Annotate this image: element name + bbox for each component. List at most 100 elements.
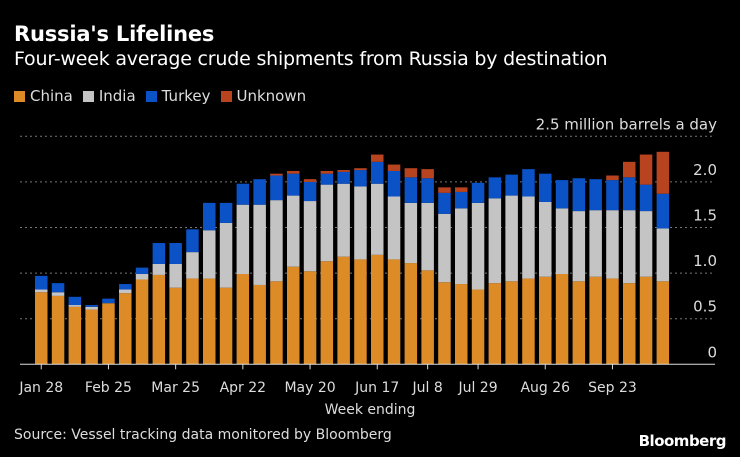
bar-segment-unknown (623, 161, 636, 178)
bar-segment-china (572, 281, 586, 365)
bar-segment-india (253, 204, 266, 285)
bar-segment-india (169, 263, 182, 288)
bar-segment-china (371, 254, 384, 365)
bar-segment-china (421, 270, 434, 365)
bar-segment-china (186, 278, 199, 365)
bar-segment-china (135, 279, 149, 365)
x-tick-label: Jun 17 (354, 380, 399, 396)
bar-segment-india (152, 263, 166, 275)
legend-label: Turkey (161, 87, 211, 105)
bar-segment-china (219, 287, 233, 365)
bar-segment-turkey (387, 170, 401, 197)
legend-swatch (220, 90, 232, 102)
x-tick-label: Jan 28 (18, 380, 63, 396)
bar-segment-turkey (169, 243, 182, 264)
bar-segment-india (522, 196, 535, 279)
bar-segment-turkey (371, 161, 384, 184)
bar-segment-china (488, 283, 502, 365)
bar-segment-china (656, 281, 670, 365)
legend-swatch (145, 90, 157, 102)
bar-segment-india (387, 196, 401, 260)
bar-segment-india (471, 202, 485, 290)
bar-segment-turkey (287, 173, 300, 196)
x-tick-label: Sep 23 (588, 380, 637, 396)
bar-segment-india (455, 208, 468, 285)
x-tick-label: Feb 25 (85, 380, 132, 396)
bar-segment-turkey (85, 305, 98, 307)
x-tick-label: Jul 29 (457, 380, 497, 396)
bar-segment-india (539, 201, 552, 277)
bar-segment-turkey (354, 170, 367, 187)
bar-segment-china (102, 303, 115, 365)
bar-segment-unknown (354, 168, 367, 171)
bar-segment-unknown (287, 170, 300, 174)
y-tick-label: 2.0 (693, 161, 717, 179)
bar-segment-turkey (68, 296, 82, 306)
bar-segment-china (589, 276, 602, 365)
bar-segment-china (35, 292, 48, 365)
bar-segment-turkey (119, 284, 132, 290)
unit-label: 2.5 million barrels a day (536, 115, 717, 133)
bar-segment-turkey (656, 193, 670, 229)
bar-segment-turkey (320, 173, 334, 185)
bar-segment-china (169, 287, 182, 365)
bar-segment-unknown (303, 179, 317, 182)
bar-segment-turkey (35, 275, 48, 290)
bar-segment-unknown (438, 187, 451, 193)
bar-segment-india (270, 200, 283, 282)
bar-segment-china (119, 293, 132, 365)
bar-segment-india (421, 202, 434, 271)
bar-segment-turkey (51, 283, 65, 293)
bar-segment-turkey (438, 192, 451, 214)
x-tick-label: Jul 8 (412, 380, 443, 396)
bar-segment-turkey (539, 173, 552, 202)
bar-segment-china (337, 256, 350, 365)
bar-segment-india (35, 289, 48, 293)
bar-segment-india (404, 202, 418, 264)
legend-label: China (30, 87, 73, 105)
bar-segment-unknown (320, 170, 334, 174)
bar-segment-china (303, 271, 317, 365)
legend-label: Unknown (236, 87, 307, 105)
bar-segment-china (253, 284, 266, 365)
bar-segment-china (236, 274, 250, 365)
bar-segment-turkey (623, 177, 636, 211)
bar-segment-china (623, 283, 636, 365)
chart-subtitle: Four-week average crude shipments from R… (14, 48, 608, 70)
y-tick-label: 1.5 (693, 207, 717, 225)
bar-segment-turkey (186, 229, 199, 253)
source-note: Source: Vessel tracking data monitored b… (14, 427, 392, 443)
bar-segment-unknown (387, 164, 401, 171)
bar-segment-india (186, 252, 199, 279)
bloomberg-logo: Bloomberg (638, 432, 727, 450)
bar-segment-india (639, 211, 653, 277)
x-tick-label: Aug 26 (520, 380, 570, 396)
bar-segment-india (135, 274, 149, 280)
bar-segment-turkey (522, 169, 535, 197)
bar-segment-india (488, 198, 502, 284)
y-tick-label: 0.5 (693, 298, 717, 316)
bar-segment-china (51, 295, 65, 365)
bar-segment-china (270, 281, 283, 365)
bar-segment-turkey (303, 181, 317, 202)
bar-segment-india (320, 184, 334, 262)
bar-segment-turkey (572, 178, 586, 212)
bar-segment-turkey (505, 174, 518, 196)
bar-segment-unknown (371, 154, 384, 162)
bar-segment-india (68, 305, 82, 307)
bar-segment-india (85, 306, 98, 310)
bar-segment-india (572, 211, 586, 282)
bar-segment-turkey (589, 179, 602, 211)
bar-segment-india (303, 201, 317, 272)
bar-segment-turkey (555, 180, 569, 209)
bar-segment-india (236, 204, 250, 275)
bar-segment-india (337, 183, 350, 257)
bar-segment-turkey (488, 177, 502, 199)
bar-segment-turkey (219, 202, 233, 223)
bar-segment-turkey (270, 175, 283, 201)
bar-segment-india (219, 222, 233, 288)
bar-segment-china (522, 278, 535, 365)
bar-segment-turkey (102, 298, 115, 304)
x-tick-label: Apr 22 (220, 380, 266, 396)
